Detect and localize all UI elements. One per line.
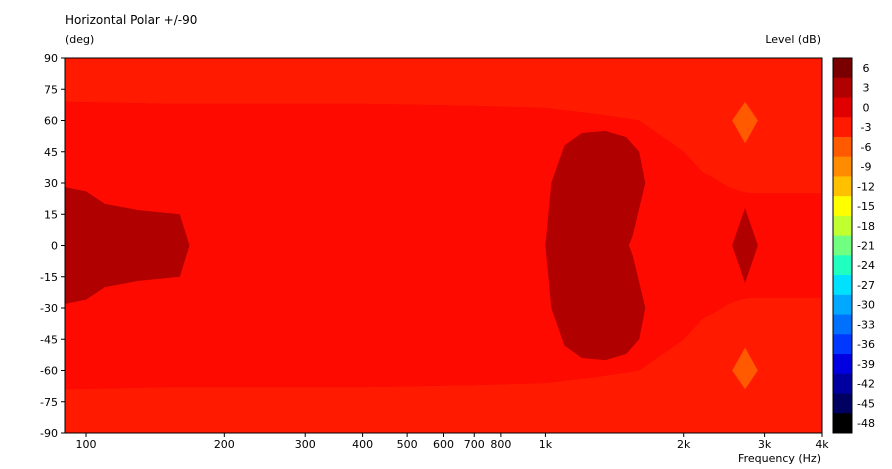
x-tick-label-4: 500 bbox=[397, 438, 418, 451]
colorbar-swatch-7 bbox=[833, 196, 852, 217]
colorbar-swatch-15 bbox=[833, 354, 852, 375]
y-tick-label-4: 30 bbox=[44, 177, 58, 190]
colorbar-tick-label-4: -6 bbox=[861, 141, 872, 154]
plot-area bbox=[65, 58, 822, 433]
y-tick-label-6: 0 bbox=[51, 240, 58, 253]
y-tick-label-2: 60 bbox=[44, 115, 58, 128]
colorbar-tick-label-6: -12 bbox=[857, 180, 875, 193]
level-band-bottom-4 bbox=[65, 297, 822, 433]
y-tick-label-8: -30 bbox=[40, 302, 58, 315]
colorbar-tick-label-15: -39 bbox=[857, 358, 875, 371]
colorbar: 6 3 0 -3 -6 -9 -12 -15 -18 -21 -24 -27 -30 -33 -36 -39 -… bbox=[832, 57, 875, 434]
y-tick-label-9: -45 bbox=[40, 333, 58, 346]
hotspot-2 bbox=[732, 101, 758, 144]
colorbar-swatch-9 bbox=[833, 235, 852, 256]
colorbar-tick-label-18: -48 bbox=[857, 417, 875, 430]
colorbar-swatch-10 bbox=[833, 255, 852, 276]
colorbar-tick-label-1: 3 bbox=[863, 82, 870, 95]
colorbar-swatch-0 bbox=[833, 58, 852, 79]
x-axis-label: Frequency (Hz) bbox=[738, 452, 821, 465]
colorbar-label: Level (dB) bbox=[765, 33, 821, 46]
colorbar-swatch-11 bbox=[833, 275, 852, 296]
x-tick-label-1: 200 bbox=[214, 438, 235, 451]
axes: 90 75 60 45 30 15 0 -15 -30 -45 -60 -75 -90 100 200 300… bbox=[40, 52, 829, 451]
x-tick-label-9: 2k bbox=[677, 438, 691, 451]
x-tick-label-10: 3k bbox=[758, 438, 772, 451]
level-band-top-4 bbox=[65, 58, 822, 194]
x-tick-label-6: 700 bbox=[464, 438, 485, 451]
colorbar-tick-label-13: -33 bbox=[857, 318, 875, 331]
colorbar-swatch-1 bbox=[833, 77, 852, 98]
colorbar-swatch-3 bbox=[833, 117, 852, 138]
x-tick-label-0: 100 bbox=[76, 438, 97, 451]
colorbar-tick-label-0: 6 bbox=[863, 62, 870, 75]
colorbar-tick-label-5: -9 bbox=[861, 161, 872, 174]
y-tick-label-3: 45 bbox=[44, 146, 58, 159]
colorbar-tick-label-2: 0 bbox=[863, 101, 870, 114]
colorbar-swatch-6 bbox=[833, 176, 852, 197]
hotspot-0 bbox=[65, 187, 190, 304]
colorbar-swatch-14 bbox=[833, 334, 852, 355]
x-tick-label-5: 600 bbox=[433, 438, 454, 451]
y-tick-label-0: 90 bbox=[44, 52, 58, 65]
colorbar-swatch-12 bbox=[833, 294, 852, 316]
colorbar-swatch-16 bbox=[833, 373, 852, 395]
colorbar-tick-label-3: -3 bbox=[861, 121, 872, 134]
colorbar-swatch-2 bbox=[833, 97, 852, 118]
y-tick-label-1: 75 bbox=[44, 83, 58, 96]
colorbar-tick-label-11: -27 bbox=[857, 279, 875, 292]
colorbar-tick-label-14: -36 bbox=[857, 338, 875, 351]
colorbar-tick-label-7: -15 bbox=[857, 200, 875, 213]
x-tick-label-7: 800 bbox=[490, 438, 511, 451]
x-tick-label-8: 1k bbox=[539, 438, 553, 451]
x-tick-label-11: 4k bbox=[815, 438, 829, 451]
colorbar-tick-label-10: -24 bbox=[857, 259, 875, 272]
colorbar-tick-label-9: -21 bbox=[857, 240, 875, 253]
x-tick-label-2: 300 bbox=[295, 438, 316, 451]
colorbar-swatch-13 bbox=[833, 314, 852, 335]
colorbar-tick-label-16: -42 bbox=[857, 378, 875, 391]
colorbar-swatch-8 bbox=[833, 215, 852, 237]
hotspot-4 bbox=[732, 208, 758, 283]
y-tick-label-11: -75 bbox=[40, 396, 58, 409]
hotspot-1 bbox=[545, 130, 646, 361]
colorbar-swatch-17 bbox=[833, 393, 852, 414]
x-tick-label-3: 400 bbox=[352, 438, 373, 451]
y-tick-label-10: -60 bbox=[40, 365, 58, 378]
y-tick-label-7: -15 bbox=[40, 271, 58, 284]
colorbar-tick-label-17: -45 bbox=[857, 397, 875, 410]
chart-title: Horizontal Polar +/-90 bbox=[65, 13, 197, 27]
colorbar-swatch-18 bbox=[833, 413, 852, 434]
colorbar-swatch-5 bbox=[833, 156, 852, 177]
y-tick-label-5: 15 bbox=[44, 208, 58, 221]
y-tick-label-12: -90 bbox=[40, 427, 58, 440]
colorbar-frame bbox=[832, 57, 853, 434]
colorbar-swatch-4 bbox=[833, 136, 852, 158]
colorbar-tick-label-8: -18 bbox=[857, 220, 875, 233]
y-axis-label: (deg) bbox=[65, 33, 94, 46]
colorbar-tick-label-12: -30 bbox=[857, 299, 875, 312]
hotspot-3 bbox=[732, 347, 758, 390]
